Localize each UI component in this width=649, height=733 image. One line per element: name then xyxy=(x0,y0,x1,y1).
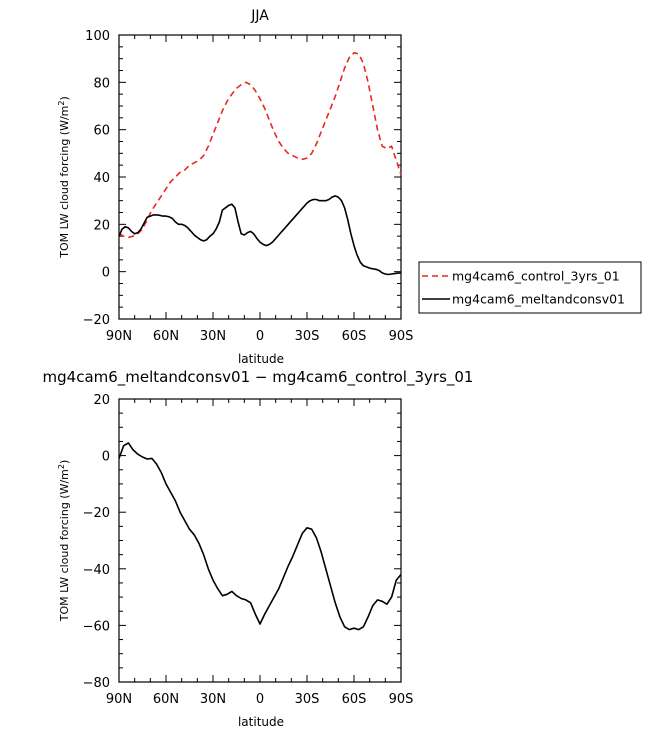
x-tick-label: 90S xyxy=(389,329,414,344)
y-tick-label: −20 xyxy=(83,506,110,521)
y-axis-label-text: TOM LW cloud forcing (W/m xyxy=(58,106,71,259)
x-axis-label: latitude xyxy=(238,352,284,366)
series-line-mg4cam6_meltandconsv01 xyxy=(118,195,402,276)
x-tick-label: 30N xyxy=(200,329,226,344)
series-line-mg4cam6_control_3yrs_01 xyxy=(118,51,402,239)
x-axis-label: latitude xyxy=(238,715,284,729)
y-tick-label: −80 xyxy=(83,676,110,691)
plot-frame xyxy=(118,398,402,683)
y-tick-label: 40 xyxy=(93,171,110,186)
y-tick-label: 60 xyxy=(93,124,110,139)
legend-label: mg4cam6_control_3yrs_01 xyxy=(452,269,620,284)
chart-title: mg4cam6_meltandconsv01 − mg4cam6_control… xyxy=(43,368,474,387)
y-tick-label: 20 xyxy=(93,218,110,233)
legend: mg4cam6_control_3yrs_01 mg4cam6_meltandco… xyxy=(418,261,642,314)
x-tick-label: 30S xyxy=(295,329,320,344)
y-tick-label: 0 xyxy=(102,450,110,465)
y-axis-label-end: ) xyxy=(58,460,71,464)
series-line-difference-0 xyxy=(118,442,402,631)
x-tick-label: 90N xyxy=(106,329,132,344)
x-tick-label: 60S xyxy=(342,692,367,707)
x-tick-label: 90S xyxy=(389,692,414,707)
legend-box xyxy=(418,261,642,314)
y-tick-label: 0 xyxy=(102,266,110,281)
y-axis-label-text: TOM LW cloud forcing (W/m xyxy=(58,469,71,622)
x-tick-label: 30N xyxy=(200,692,226,707)
y-tick-label: 100 xyxy=(85,29,110,44)
y-tick-label: −60 xyxy=(83,619,110,634)
chart-title: JJA xyxy=(250,8,269,24)
legend-label: mg4cam6_meltandconsv01 xyxy=(452,292,625,307)
y-tick-label: 80 xyxy=(93,76,110,91)
y-tick-label: −20 xyxy=(83,313,110,328)
y-axis-label: TOM LW cloud forcing (W/m2) xyxy=(57,460,71,623)
x-tick-label: 0 xyxy=(256,329,264,344)
y-tick-label: −40 xyxy=(83,563,110,578)
x-tick-label: 30S xyxy=(295,692,320,707)
y-axis-label-superscript: 2 xyxy=(57,101,66,106)
x-tick-label: 60N xyxy=(153,329,179,344)
y-axis-label-end: ) xyxy=(58,96,71,100)
y-tick-label: 20 xyxy=(93,393,110,408)
x-tick-label: 90N xyxy=(106,692,132,707)
y-axis-label: TOM LW cloud forcing (W/m2) xyxy=(57,96,71,259)
x-tick-label: 60N xyxy=(153,692,179,707)
plot-frame xyxy=(118,34,402,320)
x-tick-label: 60S xyxy=(342,329,367,344)
x-tick-label: 0 xyxy=(256,692,264,707)
y-axis-label-superscript: 2 xyxy=(57,464,66,469)
bottom-chart-panel: mg4cam6_meltandconsv01 − mg4cam6_control… xyxy=(43,368,474,729)
top-chart-panel: JJA 90N 60N 30N 0 30S 60S 90S −20 0 20 40 60 80 100 lat… xyxy=(57,8,642,366)
